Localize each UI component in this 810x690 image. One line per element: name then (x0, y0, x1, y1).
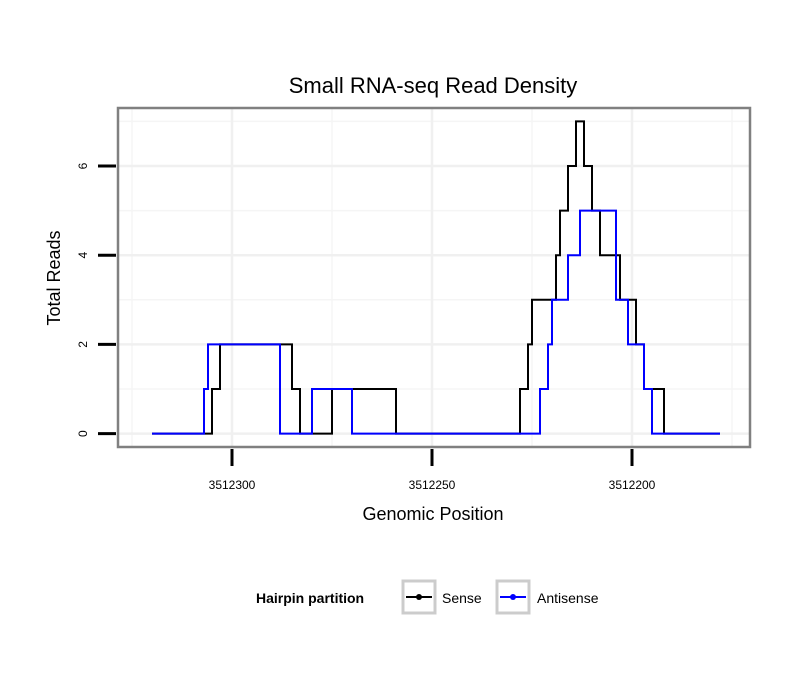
legend-label-antisense: Antisense (537, 590, 599, 606)
series-line-antisense (152, 209, 720, 435)
legend-point-antisense (510, 594, 516, 600)
plot-panel-border (116, 106, 752, 449)
legend-title: Hairpin partition (256, 590, 364, 606)
y-axis: 0 2 4 6 (76, 162, 116, 437)
legend-point-sense (416, 594, 422, 600)
legend: Hairpin partition Sense Antisense (256, 579, 599, 615)
x-tick-label: 3512300 (209, 478, 256, 492)
y-tick-label: 2 (76, 341, 90, 348)
y-tick-label: 0 (76, 430, 90, 437)
y-axis-title: Total Reads (44, 230, 64, 325)
legend-label-sense: Sense (442, 590, 482, 606)
y-tick-label: 4 (76, 252, 90, 259)
x-tick-label: 3512200 (609, 478, 656, 492)
y-tick-label: 6 (76, 162, 90, 169)
chart-title: Small RNA-seq Read Density (289, 73, 578, 98)
x-axis: 3512300 3512250 3512200 (209, 449, 656, 492)
series-line-sense (152, 120, 720, 435)
x-axis-title: Genomic Position (362, 504, 503, 524)
series-lines (152, 120, 720, 435)
x-tick-label: 3512250 (409, 478, 456, 492)
